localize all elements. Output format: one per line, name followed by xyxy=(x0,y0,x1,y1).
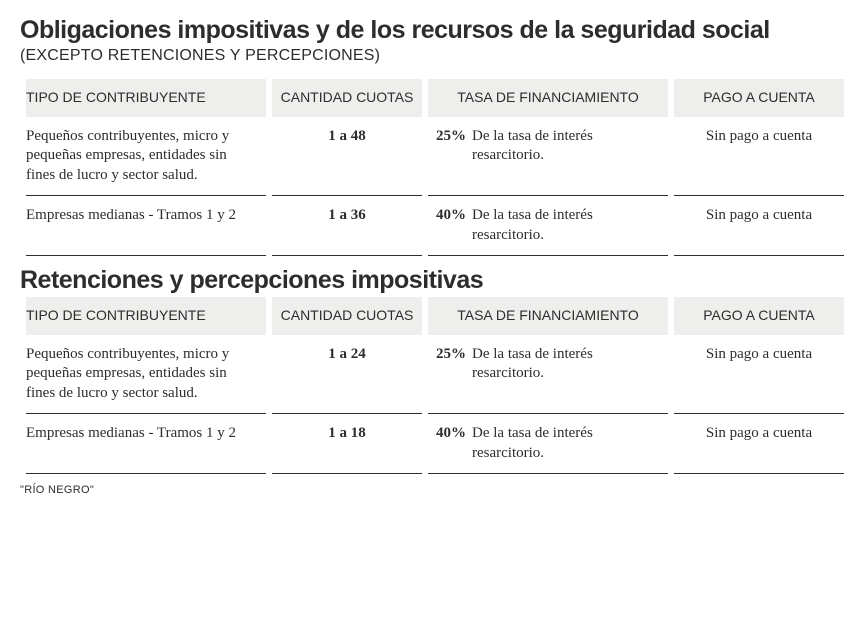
col-header-tasa: TASA DE FINANCIAMIENTO xyxy=(428,297,668,335)
cell-tasa-pct: 40% xyxy=(436,206,466,245)
cell-tasa-pct: 40% xyxy=(436,424,466,463)
cell-pago: Sin pago a cuenta xyxy=(674,196,844,256)
col-header-pago: PAGO A CUENTA xyxy=(674,79,844,117)
cell-tasa: 40% De la tasa de interés resarcitorio. xyxy=(428,414,668,474)
table-row: Empresas medianas - Tramos 1 y 2 1 a 36 … xyxy=(26,196,844,256)
cell-tipo: Pequeños contribuyentes, micro y pequeña… xyxy=(26,335,266,415)
table-row: Pequeños contribuyentes, micro y pequeña… xyxy=(26,335,844,415)
cell-tipo: Empresas medianas - Tramos 1 y 2 xyxy=(26,196,266,256)
cell-cuotas: 1 a 24 xyxy=(272,335,422,415)
cell-tipo: Empresas medianas - Tramos 1 y 2 xyxy=(26,414,266,474)
cell-tasa-pct: 25% xyxy=(436,127,466,166)
cell-cuotas: 1 a 48 xyxy=(272,117,422,197)
section-retenciones: Retenciones y percepciones impositivas T… xyxy=(20,266,845,474)
cell-tasa: 25% De la tasa de interés resarcitorio. xyxy=(428,117,668,197)
section1-title: Obligaciones impositivas y de los recurs… xyxy=(20,16,845,45)
cell-tasa-text: De la tasa de interés resarcitorio. xyxy=(472,345,660,384)
source-credit: "RÍO NEGRO" xyxy=(20,484,845,496)
col-header-cuotas: CANTIDAD CUOTAS xyxy=(272,79,422,117)
cell-tasa-text: De la tasa de interés resarcitorio. xyxy=(472,127,660,166)
cell-pago: Sin pago a cuenta xyxy=(674,335,844,415)
section1-subtitle: (EXCEPTO RETENCIONES Y PERCEPCIONES) xyxy=(20,47,845,65)
table-header-row: TIPO DE CONTRIBUYENTE CANTIDAD CUOTAS TA… xyxy=(26,297,844,335)
table-obligaciones: TIPO DE CONTRIBUYENTE CANTIDAD CUOTAS TA… xyxy=(20,79,850,256)
cell-cuotas: 1 a 18 xyxy=(272,414,422,474)
col-header-cuotas: CANTIDAD CUOTAS xyxy=(272,297,422,335)
cell-pago: Sin pago a cuenta xyxy=(674,414,844,474)
col-header-tipo: TIPO DE CONTRIBUYENTE xyxy=(26,297,266,335)
cell-pago: Sin pago a cuenta xyxy=(674,117,844,197)
cell-tipo: Pequeños contribuyentes, micro y pequeña… xyxy=(26,117,266,197)
section2-title: Retenciones y percepciones impositivas xyxy=(20,266,845,295)
table-retenciones: TIPO DE CONTRIBUYENTE CANTIDAD CUOTAS TA… xyxy=(20,297,850,474)
table-row: Pequeños contribuyentes, micro y pequeña… xyxy=(26,117,844,197)
cell-tasa: 25% De la tasa de interés resarcitorio. xyxy=(428,335,668,415)
col-header-tipo: TIPO DE CONTRIBUYENTE xyxy=(26,79,266,117)
cell-cuotas: 1 a 36 xyxy=(272,196,422,256)
table-row: Empresas medianas - Tramos 1 y 2 1 a 18 … xyxy=(26,414,844,474)
col-header-pago: PAGO A CUENTA xyxy=(674,297,844,335)
cell-tasa-text: De la tasa de interés resarcitorio. xyxy=(472,424,660,463)
cell-tasa-text: De la tasa de interés resarcitorio. xyxy=(472,206,660,245)
cell-tasa: 40% De la tasa de interés resarcitorio. xyxy=(428,196,668,256)
col-header-tasa: TASA DE FINANCIAMIENTO xyxy=(428,79,668,117)
table-header-row: TIPO DE CONTRIBUYENTE CANTIDAD CUOTAS TA… xyxy=(26,79,844,117)
section-obligaciones: Obligaciones impositivas y de los recurs… xyxy=(20,16,845,256)
cell-tasa-pct: 25% xyxy=(436,345,466,384)
